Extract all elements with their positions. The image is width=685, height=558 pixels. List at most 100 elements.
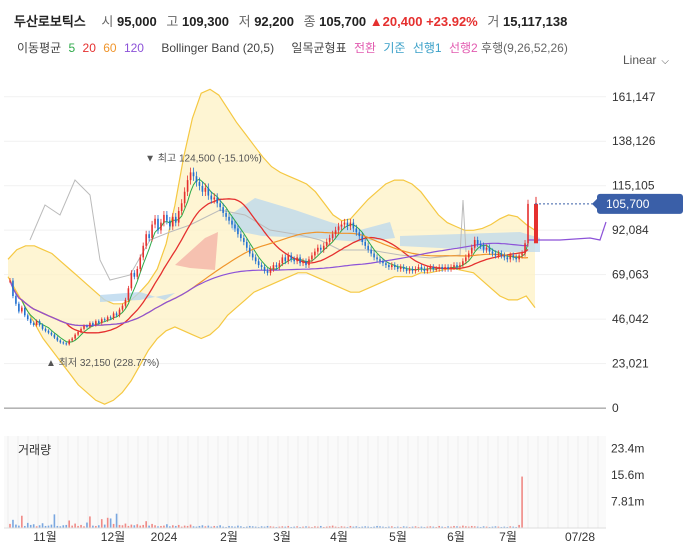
volume-bar: [237, 525, 239, 528]
volume-bar: [136, 524, 139, 528]
candle: [319, 247, 322, 250]
last-candle: [534, 203, 538, 244]
candle: [467, 253, 470, 258]
candle: [56, 337, 59, 341]
volume-bar: [41, 523, 44, 528]
candle: [192, 172, 195, 177]
volume-bar: [62, 525, 65, 528]
conversion-label[interactable]: 전환: [353, 41, 377, 55]
bollinger-label[interactable]: Bollinger Band (20,5): [161, 41, 275, 55]
volume-bar: [166, 524, 168, 528]
candle: [278, 263, 281, 268]
price-tick-label: 115,105: [612, 179, 655, 193]
volume-bar: [346, 526, 349, 528]
candle: [299, 257, 301, 264]
volume-bar: [65, 524, 68, 528]
volume-bar: [186, 525, 189, 528]
candle: [311, 255, 313, 260]
volume-bar: [21, 515, 23, 528]
candle: [444, 267, 446, 269]
candle: [346, 222, 349, 227]
ma60-label[interactable]: 60: [103, 41, 117, 55]
volume-bar: [441, 526, 443, 528]
indicator-legend[interactable]: 이동평균 5 20 60 120 Bollinger Band (20,5) 일…: [17, 39, 572, 56]
price-tick-label: 161,147: [612, 90, 656, 104]
candle: [47, 330, 50, 333]
candle: [343, 222, 346, 225]
ma5-label[interactable]: 5: [68, 41, 76, 55]
candle: [86, 325, 88, 327]
candle: [447, 267, 449, 269]
candle: [402, 267, 405, 269]
candle: [417, 267, 420, 269]
volume-bar: [340, 526, 343, 528]
volume-bar: [263, 526, 266, 528]
lagging-label[interactable]: 후행(9,26,52,26): [481, 41, 568, 55]
volume-bar: [364, 526, 367, 528]
base-label[interactable]: 기준: [383, 41, 406, 55]
candle: [317, 247, 319, 252]
candle: [527, 203, 529, 244]
price-header: 두산로보틱스 시 95,000 고 109,300 저 92,200 종 105…: [14, 11, 567, 30]
volume-bar: [23, 525, 26, 528]
candle: [308, 259, 310, 266]
candle: [169, 220, 171, 227]
volume-bar: [322, 526, 325, 528]
volume-bar: [163, 525, 165, 528]
candle: [281, 257, 284, 264]
volume-bar: [71, 525, 73, 528]
candle: [488, 247, 491, 252]
volume-bar: [465, 526, 467, 528]
candle: [352, 222, 355, 229]
volume-bar: [86, 522, 88, 528]
volume-bar: [479, 526, 482, 528]
span1-label[interactable]: 선행1: [412, 41, 442, 55]
candle: [12, 280, 14, 297]
candle: [432, 267, 435, 269]
volume-bar: [151, 523, 153, 528]
candle: [139, 257, 142, 269]
ma-label[interactable]: 이동평균: [17, 41, 62, 55]
candle: [423, 268, 426, 271]
x-axis-label: 12월: [101, 530, 125, 544]
volume-bar: [485, 526, 488, 528]
volume-bar: [426, 526, 429, 528]
change-value: ▲20,400: [369, 14, 423, 29]
volume-bar: [491, 526, 494, 528]
candle: [222, 207, 224, 213]
high-label: 고: [166, 14, 179, 29]
volume-bar: [213, 525, 216, 528]
candle: [121, 305, 124, 310]
volume-bar: [103, 524, 106, 528]
volume-bar: [515, 526, 517, 528]
scale-dropdown[interactable]: Linear ⌵: [623, 53, 669, 67]
ma120-label[interactable]: 120: [123, 41, 144, 55]
volume-bar: [118, 524, 121, 528]
candle: [201, 185, 204, 192]
volume-bar: [257, 526, 260, 528]
ma20-label[interactable]: 20: [82, 41, 96, 55]
volume-bar: [497, 526, 500, 528]
span2-label[interactable]: 선행2: [448, 41, 478, 55]
ichimoku-cloud: [400, 232, 540, 252]
volume-bar: [447, 526, 449, 528]
candle: [465, 257, 467, 262]
volume-bar: [281, 526, 284, 528]
ichimoku-label[interactable]: 일목균형표: [291, 41, 347, 55]
candle: [482, 245, 485, 250]
volume-bar: [370, 526, 372, 528]
candle: [35, 321, 38, 325]
candle: [23, 307, 26, 316]
candle: [266, 270, 269, 273]
candle: [470, 247, 473, 254]
volume-bar: [509, 526, 512, 528]
candle: [50, 332, 53, 335]
volume-bar: [438, 525, 441, 528]
volume-bar: [405, 526, 408, 528]
volume-bar: [473, 526, 476, 528]
candle: [32, 323, 35, 325]
volume-bar: [112, 523, 115, 528]
price-tick-label: 92,084: [612, 223, 649, 237]
candle: [77, 331, 79, 335]
